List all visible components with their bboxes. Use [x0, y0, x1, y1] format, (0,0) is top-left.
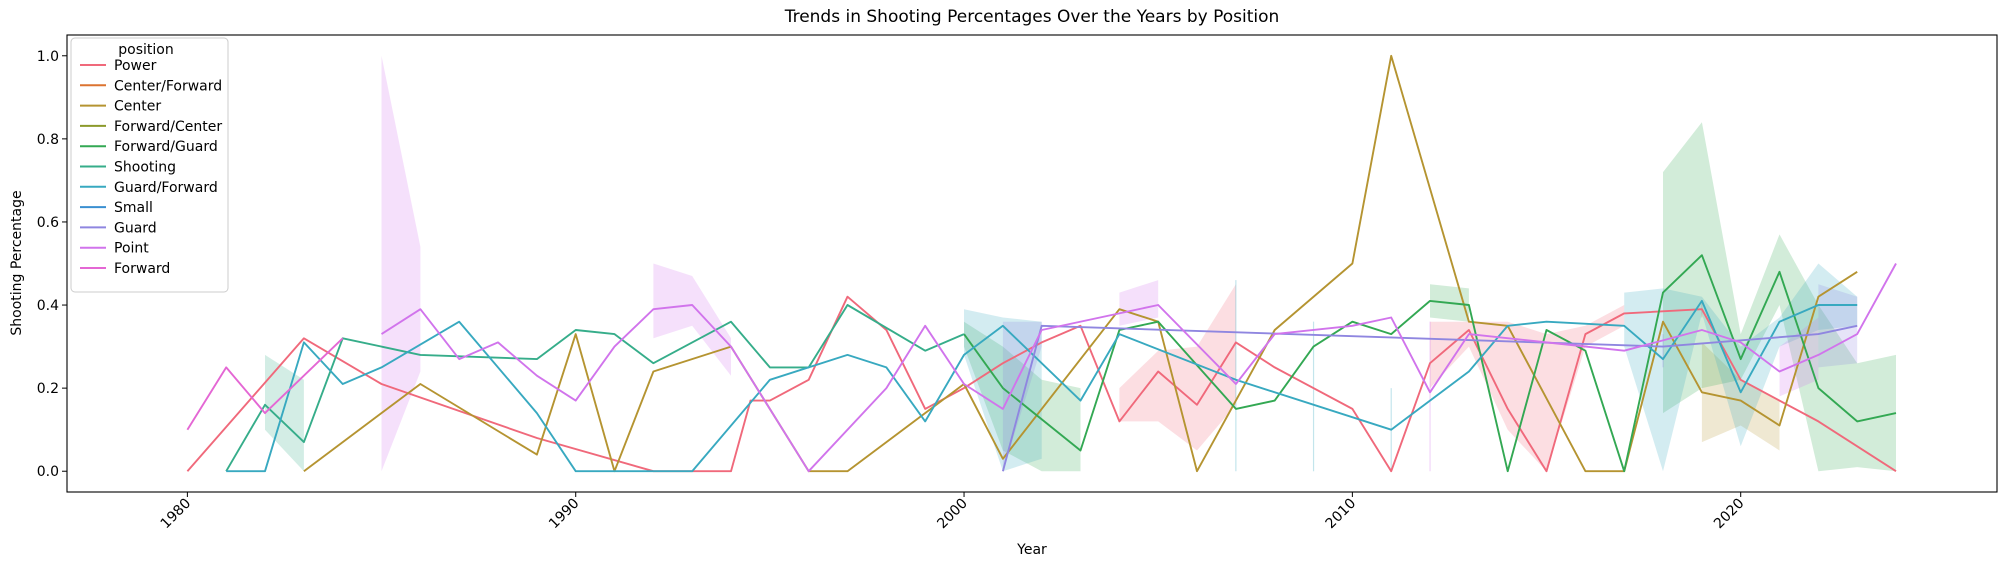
band-guard-forward-4 [1624, 263, 1858, 472]
chart-title: Trends in Shooting Percentages Over the … [784, 7, 1280, 27]
y-tick-label-2: 0.4 [37, 298, 59, 314]
band-point-0 [381, 55, 421, 472]
legend-label-shooting: Shooting [114, 160, 176, 176]
y-axis-label: Shooting Percentage [9, 190, 25, 335]
series-line-guard [1001, 324, 1858, 472]
plot-frame [66, 34, 1998, 493]
legend-label-guard: Guard [114, 220, 157, 236]
legend-label-center-forward: Center/Forward [114, 78, 222, 94]
series-line-forward [186, 337, 344, 431]
y-tick-label-4: 0.8 [37, 132, 59, 148]
band-point-1 [653, 263, 731, 376]
legend-item-center-forward: Center/Forward [80, 78, 222, 94]
legend-item-forward-guard: Forward/Guard [80, 139, 218, 155]
series-line-forward-guard [963, 254, 1897, 473]
band-guard-2 [1818, 284, 1858, 368]
x-axis-label: Year [1016, 542, 1047, 558]
legend-box [70, 37, 229, 293]
series-lines [186, 54, 1897, 473]
band-power-0 [1119, 284, 1236, 451]
y-tick-label-0: 0.0 [37, 464, 59, 480]
legend-item-guard: Guard [80, 220, 157, 236]
legend-label-power: Power [114, 58, 157, 74]
y-tick-label-1: 0.2 [37, 381, 59, 397]
series-line-point [380, 263, 1897, 473]
band-center-0 [1701, 342, 1780, 451]
legend-label-center: Center [114, 99, 161, 115]
legend-title: position [118, 42, 173, 58]
band-guard-forward-0 [964, 309, 1042, 472]
band-point-2 [1119, 280, 1159, 326]
legend: position Power Center/Forward Center Forwar… [70, 37, 229, 293]
legend-item-center: Center [80, 99, 161, 115]
series-line-center [303, 54, 1858, 473]
legend-label-point: Point [114, 241, 149, 257]
series-line-shooting [225, 304, 965, 472]
y-axis-ticks: 0.0 0.2 0.4 0.6 0.8 1.0 [37, 49, 67, 480]
y-tick-label-5: 1.0 [37, 49, 59, 65]
legend-item-forward: Forward [80, 261, 170, 277]
legend-label-forward: Forward [114, 261, 170, 277]
legend-label-forward-center: Forward/Center [114, 119, 222, 135]
legend-item-guard-forward: Guard/Forward [80, 180, 218, 196]
legend-item-power: Power [80, 58, 157, 74]
legend-item-small: Small [80, 200, 153, 216]
legend-label-guard-forward: Guard/Forward [114, 180, 218, 196]
legend-label-forward-guard: Forward/Guard [114, 139, 218, 155]
legend-item-shooting: Shooting [80, 160, 176, 176]
legend-label-small: Small [114, 200, 153, 216]
series-line-power [186, 295, 1897, 473]
legend-item-forward-center: Forward/Center [80, 119, 222, 135]
legend-items: Power Center/Forward Center Forward/Center F… [80, 58, 222, 277]
y-tick-label-3: 0.6 [37, 215, 59, 231]
band-forward-guard-2 [1663, 122, 1896, 472]
series-line-guard-forward [226, 299, 1858, 473]
band-point-4 [1779, 317, 1819, 397]
legend-item-point: Point [80, 241, 149, 257]
